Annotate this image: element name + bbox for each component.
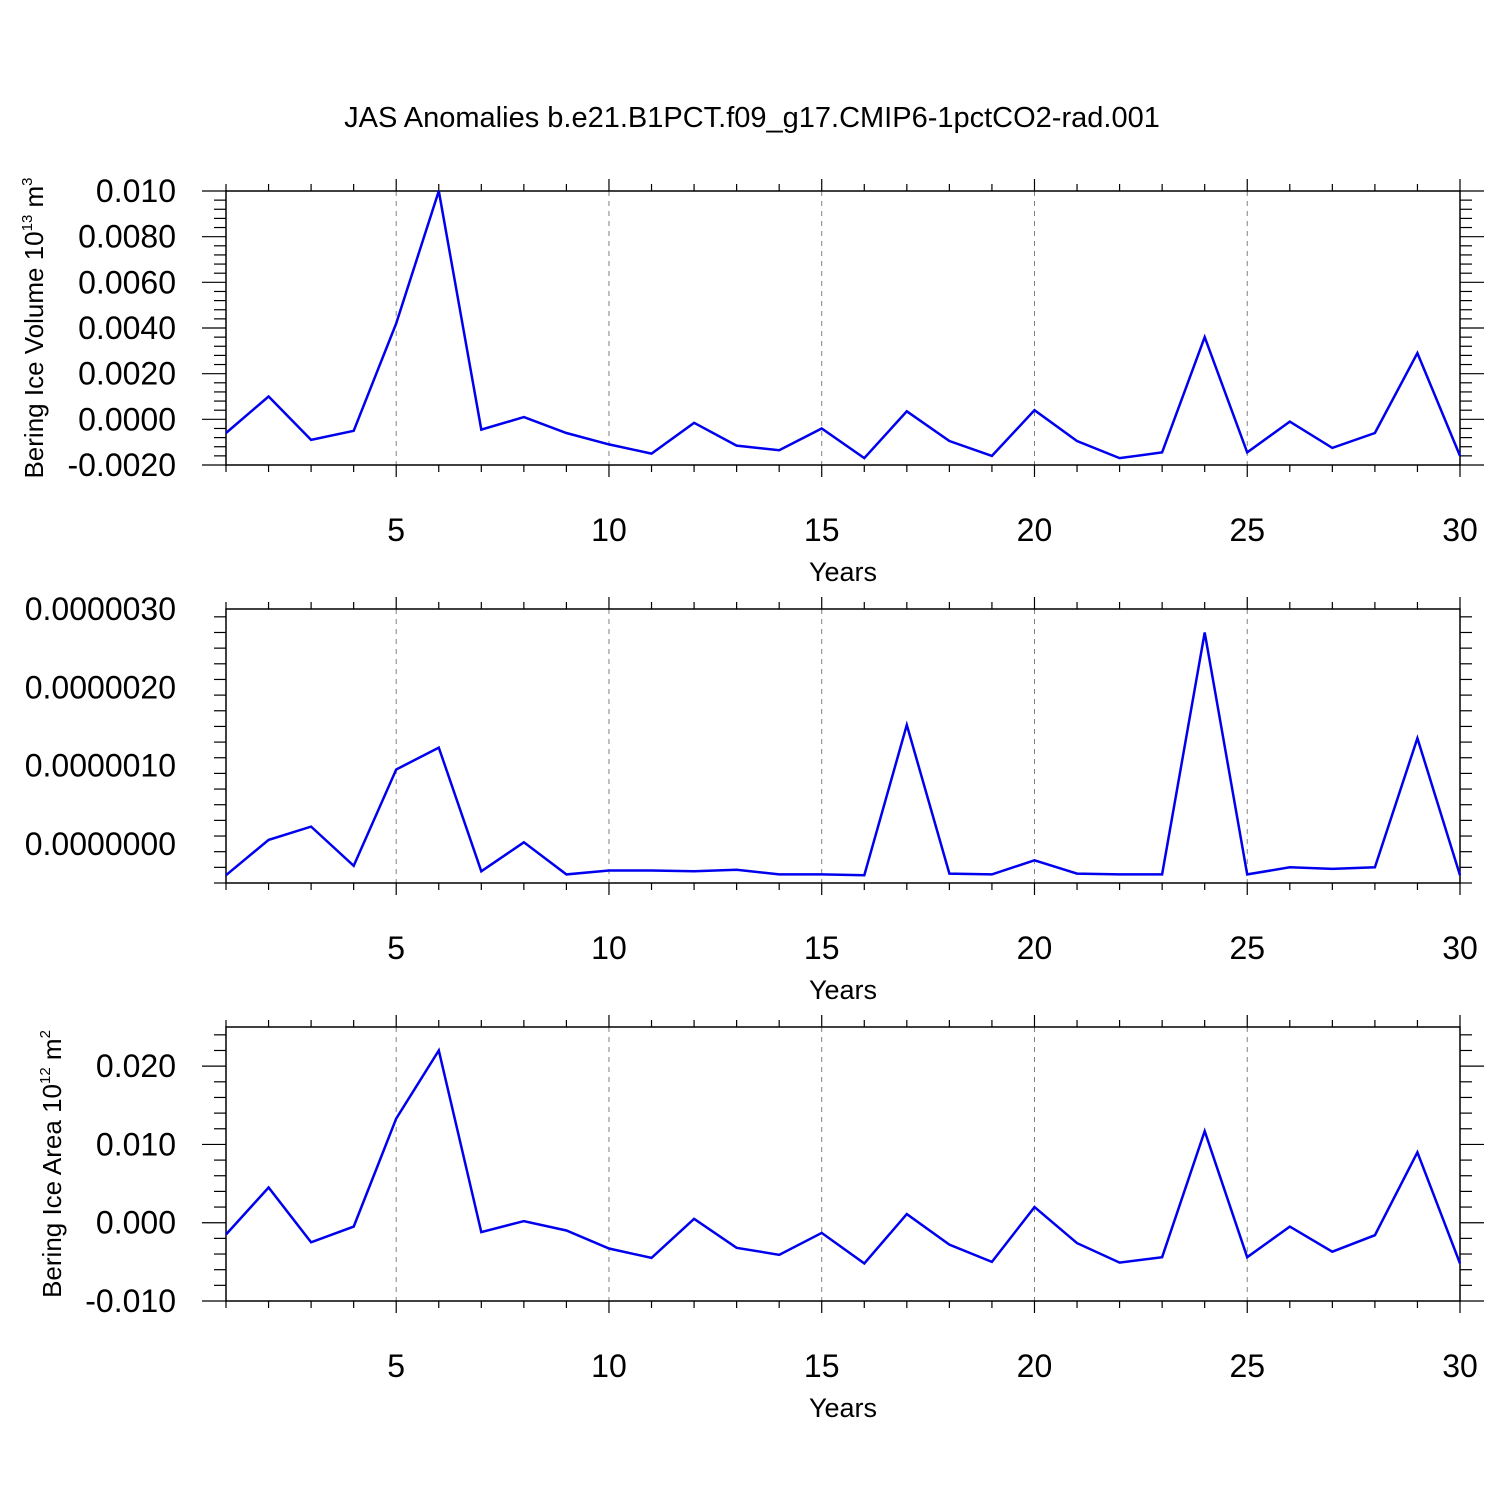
x-axis-label: Years xyxy=(809,975,877,1005)
y-tick-label: 0.0020 xyxy=(78,356,176,392)
panel-ice-volume: 5 10 15 20 25 30 Years -0.0020 0.0000 0.0020 0.004… xyxy=(19,173,1484,587)
y-tick-label: -0.010 xyxy=(85,1283,176,1319)
x-tick-label-20: 20 xyxy=(1017,930,1053,966)
y-tick-label: 0.0040 xyxy=(78,310,176,346)
plot-frame xyxy=(225,608,1461,884)
x-axis-label: Years xyxy=(809,1393,877,1423)
plot-frame xyxy=(225,1026,1461,1302)
panel-middle: 5 10 15 20 25 30 Years 0.0000000 0.0000010 0.0000… xyxy=(25,591,1478,1005)
y-axis-label: Bering Ice Volume 1013 m3 xyxy=(19,177,49,478)
panel-ice-area: 5 10 15 20 25 30 Years -0.010 0.000 0.010 0.020 Ber… xyxy=(37,1015,1484,1423)
x-tick-label-30: 30 xyxy=(1442,1348,1478,1384)
series-line-0 xyxy=(225,190,1462,460)
x-tick-label-5: 5 xyxy=(387,930,405,966)
y-tick-label: 0.0000 xyxy=(78,401,176,437)
y-tick-label: 0.0000020 xyxy=(25,669,176,705)
y-tick-label: 0.020 xyxy=(96,1048,176,1084)
x-tick-label-20: 20 xyxy=(1017,512,1053,548)
x-tick-label-15: 15 xyxy=(804,512,840,548)
y-tick-label: 0.0000000 xyxy=(25,826,176,862)
x-tick-label-10: 10 xyxy=(591,512,627,548)
x-tick-label-5: 5 xyxy=(387,512,405,548)
x-tick-label-25: 25 xyxy=(1229,512,1265,548)
x-tick-label-15: 15 xyxy=(804,1348,840,1384)
x-tick-label-25: 25 xyxy=(1229,1348,1265,1384)
chart-title: JAS Anomalies b.e21.B1PCT.f09_g17.CMIP6-… xyxy=(344,102,1160,134)
y-tick-label: 0.010 xyxy=(96,173,176,209)
series-line-0 xyxy=(225,632,1462,877)
series-line-0 xyxy=(225,1047,1462,1266)
plot-frame xyxy=(225,190,1461,466)
x-axis-label: Years xyxy=(809,557,877,587)
x-tick-label-10: 10 xyxy=(591,930,627,966)
x-tick-label-30: 30 xyxy=(1442,512,1478,548)
y-axis-label: Bering Ice Area 1012 m2 xyxy=(37,1030,67,1298)
x-tick-label-15: 15 xyxy=(804,930,840,966)
x-tick-label-5: 5 xyxy=(387,1348,405,1384)
y-tick-label: 0.0060 xyxy=(78,264,176,300)
x-tick-label-10: 10 xyxy=(591,1348,627,1384)
y-tick-label: 0.000 xyxy=(96,1205,176,1241)
y-tick-label: 0.0000030 xyxy=(25,591,176,627)
x-tick-label-25: 25 xyxy=(1229,930,1265,966)
x-tick-label-30: 30 xyxy=(1442,930,1478,966)
x-tick-label-20: 20 xyxy=(1017,1348,1053,1384)
y-tick-label: -0.0020 xyxy=(67,447,176,483)
y-tick-label: 0.0000010 xyxy=(25,748,176,784)
y-tick-label: 0.0080 xyxy=(78,219,176,255)
y-tick-label: 0.010 xyxy=(96,1126,176,1162)
